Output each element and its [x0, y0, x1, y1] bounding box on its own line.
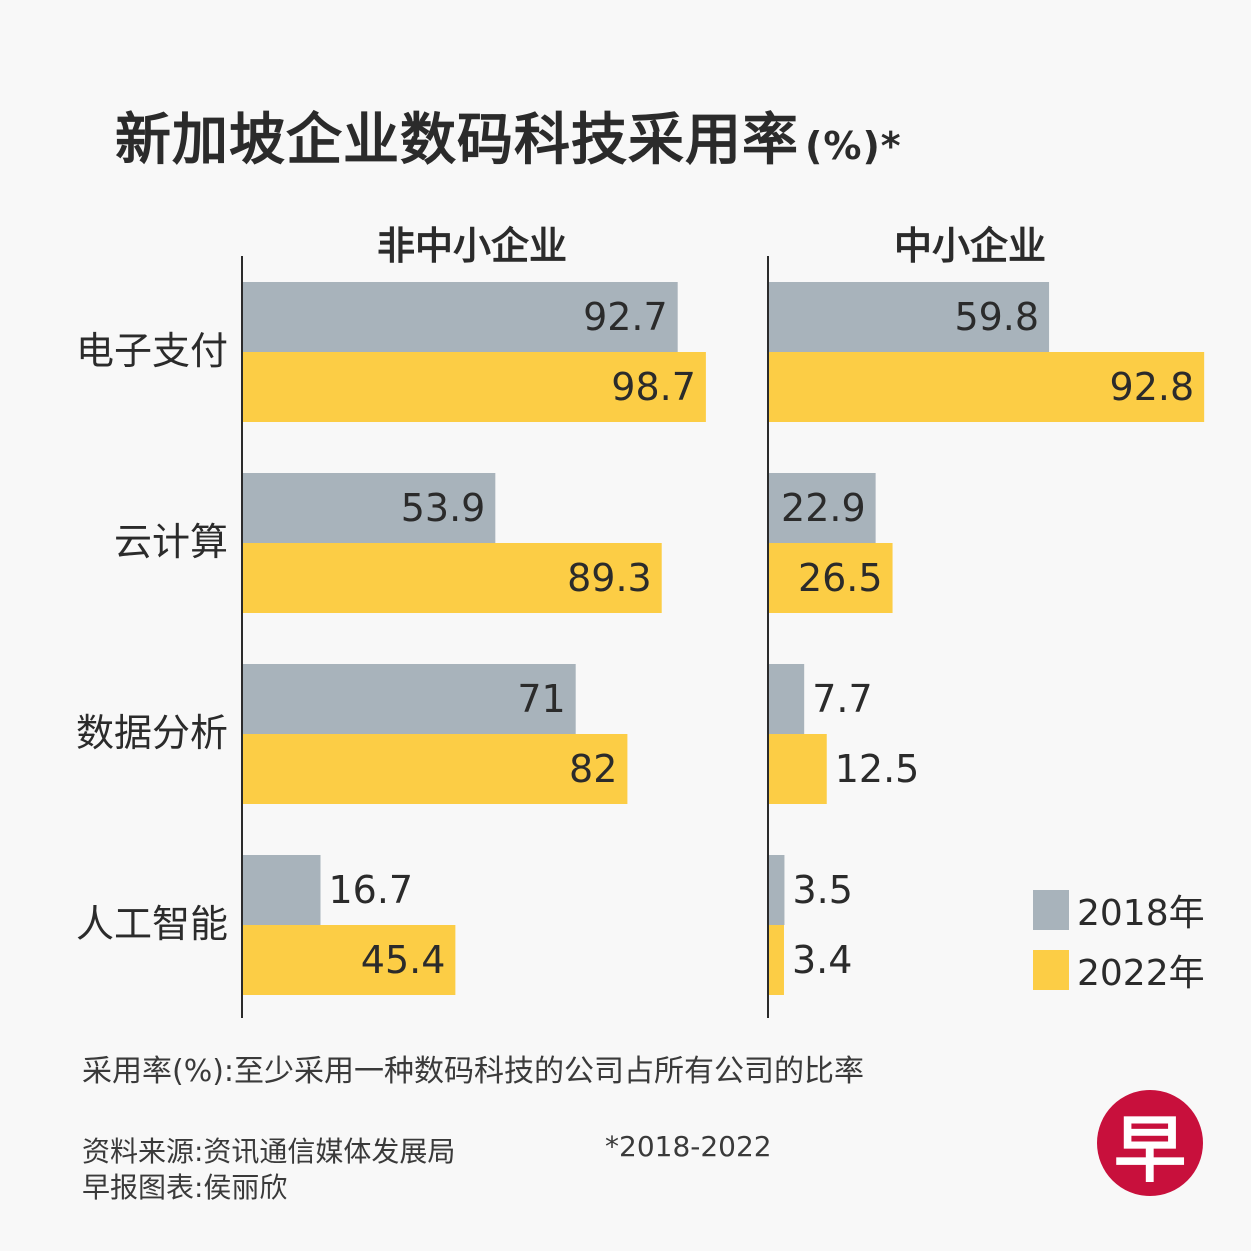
category-label: 电子支付: [76, 329, 228, 373]
bar: [768, 664, 805, 734]
data-label: 45.4: [361, 938, 446, 982]
chart-title: 新加坡企业数码科技采用率 (%)*: [115, 95, 902, 176]
chart-title-unit: (%)*: [805, 124, 902, 168]
zaobao-logo: 早: [1097, 1090, 1203, 1196]
bar: [768, 734, 827, 804]
legend-item-2018: 2018年: [1033, 890, 1205, 934]
legend-item-2022: 2022年: [1033, 950, 1205, 994]
bar: [768, 543, 893, 613]
data-label: 71: [517, 677, 565, 721]
bar: [242, 734, 628, 804]
period-note: *2018-2022: [605, 1130, 772, 1163]
bar: [242, 543, 662, 613]
bar: [768, 855, 785, 925]
bar: [242, 282, 678, 352]
data-label: 7.7: [812, 677, 872, 721]
data-label: 59.8: [954, 295, 1039, 339]
panel-title-sme: 中小企业: [893, 224, 1047, 268]
legend-label-2018: 2018年: [1077, 893, 1205, 934]
bar: [768, 352, 1205, 422]
chart-credit: 早报图表:侯丽欣: [82, 1171, 288, 1204]
bar: [242, 925, 456, 995]
bar: [242, 352, 706, 422]
bar: [768, 925, 784, 995]
data-label: 98.7: [611, 365, 696, 409]
data-label: 16.7: [328, 868, 413, 912]
bar: [242, 473, 496, 543]
chart-title-text: 新加坡企业数码科技采用率: [115, 108, 799, 173]
data-label: 92.7: [583, 295, 668, 339]
data-label: 92.8: [1110, 365, 1195, 409]
bar: [768, 282, 1050, 352]
bar: [768, 473, 876, 543]
source-credit: 资料来源:资讯通信媒体发展局: [82, 1135, 456, 1168]
legend-swatch-2022: [1033, 950, 1069, 990]
legend-label-2022: 2022年: [1077, 953, 1205, 994]
bar: [242, 664, 576, 734]
data-label: 12.5: [835, 747, 920, 791]
legend-swatch-2018: [1033, 890, 1069, 930]
panel-title-non-sme: 非中小企业: [376, 224, 568, 268]
data-label: 3.5: [792, 868, 852, 912]
category-label: 云计算: [114, 520, 228, 564]
data-label: 3.4: [792, 938, 852, 982]
data-label: 82: [569, 747, 617, 791]
data-label: 53.9: [401, 486, 486, 530]
bar: [242, 855, 321, 925]
category-label: 数据分析: [76, 711, 228, 755]
footnote-definition: 采用率(%):至少采用一种数码科技的公司占所有公司的比率: [82, 1054, 865, 1089]
data-label: 89.3: [567, 556, 652, 600]
data-label: 22.9: [781, 486, 866, 530]
category-label: 人工智能: [76, 902, 228, 946]
data-label: 26.5: [798, 556, 883, 600]
